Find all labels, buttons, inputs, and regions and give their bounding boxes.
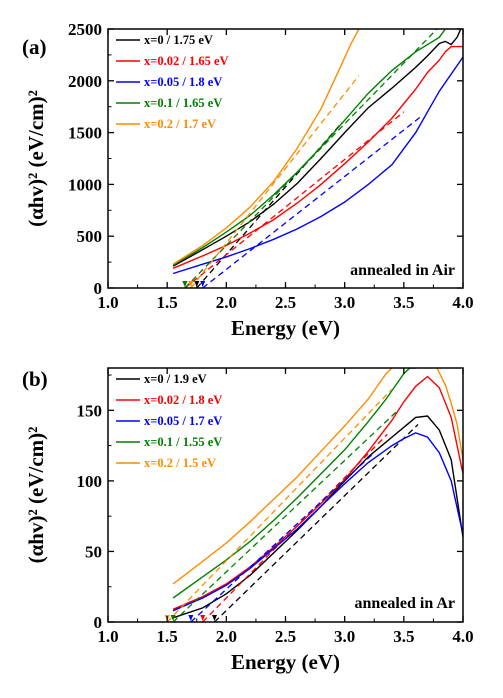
y-tick-label: 100	[77, 472, 103, 491]
legend-label: x=0 / 1.9 eV	[144, 372, 207, 386]
x-tick-label: 2.0	[216, 627, 237, 646]
fit-line-4	[172, 409, 399, 622]
legend-label: x=0.05 / 1.7 eV	[144, 414, 222, 428]
series-line-5	[172, 29, 360, 265]
legend: x=0 / 1.75 eV x=0.02 / 1.65 eV x=0.05 / 1.…	[116, 33, 229, 131]
legend: x=0 / 1.9 eV x=0.02 / 1.8 eV x=0.05 / 1.7 …	[116, 372, 222, 470]
x-tick-label: 3.0	[334, 627, 355, 646]
intercept-marker-4	[170, 615, 176, 621]
annealing-annotation: annealed in Air	[350, 262, 455, 279]
x-tick-label: 1.0	[97, 293, 118, 312]
legend-label: x=0.02 / 1.65 eV	[144, 54, 229, 68]
x-axis-title: Energy (eV)	[231, 316, 340, 340]
chart-panel-2: 1.0 1.5 2.0 2.5 3.0 3.5 4.0 0 50 100 150 Energy (eV…	[22, 367, 474, 674]
x-tick-label: 4.0	[452, 627, 473, 646]
intercept-marker-1	[212, 615, 217, 621]
chart-panel-1: 1.0 1.5 2.0 2.5 3.0 3.5 4.0 0 500 1000 1500 2000 250…	[22, 20, 474, 340]
annealing-annotation: annealed in Ar	[355, 595, 455, 612]
series-line-6	[436, 368, 463, 460]
series-line-2	[172, 375, 463, 610]
legend-label: x=0.2 / 1.7 eV	[144, 117, 216, 131]
x-tick-label: 1.5	[157, 627, 178, 646]
y-tick-label: 1500	[68, 124, 102, 143]
x-tick-label: 2.5	[275, 627, 296, 646]
intercept-marker-3	[188, 615, 194, 621]
intercept-marker-1	[194, 281, 200, 287]
y-tick-label: 2000	[68, 72, 102, 91]
y-tick-label: 1000	[68, 175, 102, 194]
fit-line-5	[190, 75, 360, 288]
y-axis-title: (αhv)² (eV/cm)²	[24, 90, 48, 227]
fit-line-2	[184, 111, 405, 288]
fit-line-3	[202, 115, 422, 288]
series-line-3	[172, 56, 463, 275]
plot-area	[166, 368, 463, 622]
x-tick-label: 3.5	[393, 627, 414, 646]
y-tick-label: 500	[77, 227, 103, 246]
fit-line-1	[214, 423, 419, 622]
series-line-5	[172, 368, 393, 585]
intercept-marker-5	[188, 281, 194, 287]
x-tick-label: 1.0	[97, 627, 118, 646]
panel-label: (b)	[22, 367, 48, 391]
series-line-4	[172, 29, 446, 266]
x-tick-label: 4.0	[452, 293, 473, 312]
y-tick-label: 2500	[68, 20, 102, 39]
series-line-3	[172, 432, 463, 612]
x-tick-label: 2.0	[216, 293, 237, 312]
plot-area	[172, 29, 463, 288]
x-tick-label: 2.5	[275, 293, 296, 312]
y-tick-label: 0	[94, 279, 103, 298]
legend-label: x=0.05 / 1.8 eV	[144, 75, 222, 89]
legend-label: x=0.2 / 1.5 eV	[144, 456, 216, 470]
x-tick-label: 3.5	[393, 293, 414, 312]
x-axis-title: Energy (eV)	[231, 650, 340, 674]
y-tick-label: 150	[77, 401, 103, 420]
legend-label: x=0.1 / 1.55 eV	[144, 435, 222, 449]
intercept-marker-4	[182, 281, 188, 287]
x-tick-label: 3.0	[334, 293, 355, 312]
intercept-marker-3	[200, 281, 206, 287]
y-tick-label: 0	[94, 613, 103, 632]
legend-label: x=0 / 1.75 eV	[144, 33, 213, 47]
y-tick-label: 50	[85, 542, 102, 561]
series-line-1	[172, 29, 462, 267]
fit-line-5	[166, 388, 393, 622]
panel-label: (a)	[22, 35, 47, 59]
series-line-2	[172, 45, 463, 269]
legend-label: x=0.1 / 1.65 eV	[144, 96, 222, 110]
x-tick-label: 1.5	[157, 293, 178, 312]
y-axis-title: (αhv)² (eV/cm)²	[24, 427, 48, 564]
legend-label: x=0.02 / 1.8 eV	[144, 393, 222, 407]
intercept-marker-2	[200, 615, 206, 621]
fit-line-3	[190, 452, 375, 622]
